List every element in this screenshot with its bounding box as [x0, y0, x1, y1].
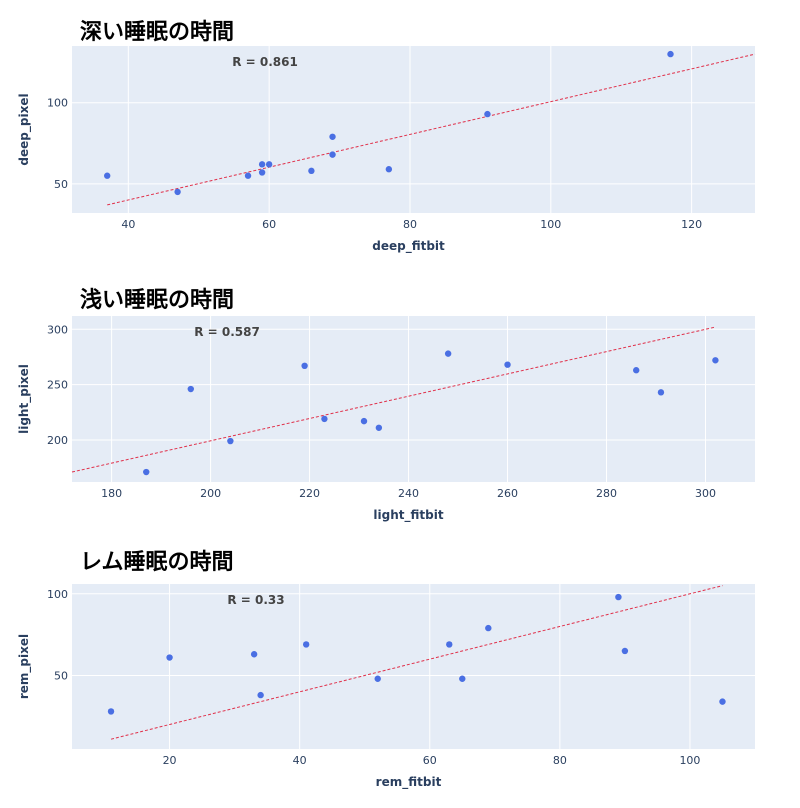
data-point: [485, 624, 492, 632]
y-axis-label: rem_pixel: [17, 634, 32, 699]
x-tick-label: 40: [121, 218, 135, 231]
plot-background: [72, 584, 755, 749]
data-point: [633, 367, 640, 374]
y-tick-label: 50: [54, 669, 68, 682]
x-tick-label: 60: [423, 754, 437, 767]
x-tick-label: 80: [553, 754, 567, 767]
chart-title: 深い睡眠の時間: [80, 20, 235, 45]
x-tick-label: 300: [695, 487, 716, 500]
data-point: [385, 166, 393, 173]
y-axis-label: light_pixel: [17, 364, 32, 434]
y-tick-label: 200: [47, 434, 68, 447]
trendline: [107, 53, 756, 206]
plot-background: [72, 46, 755, 213]
data-point: [329, 151, 336, 158]
x-tick-label: 60: [262, 218, 276, 231]
data-point: [174, 188, 181, 196]
data-point: [301, 362, 308, 369]
data-point: [712, 357, 719, 364]
x-tick-label: 120: [681, 218, 702, 231]
data-point: [504, 361, 511, 368]
data-point: [257, 691, 264, 699]
data-point: [166, 654, 173, 661]
data-point: [258, 169, 266, 176]
data-point: [657, 389, 665, 396]
data-point: [321, 415, 328, 423]
data-point: [484, 110, 491, 118]
y-tick-label: 50: [54, 178, 68, 191]
data-point: [265, 161, 273, 168]
data-point: [258, 161, 266, 168]
x-axis-label: light_fitbit: [373, 508, 443, 523]
data-point: [107, 708, 115, 715]
x-tick-label: 240: [398, 487, 419, 500]
y-tick-label: 100: [47, 97, 68, 110]
x-tick-label: 40: [293, 754, 307, 767]
x-axis-label: deep_fitbit: [372, 239, 445, 254]
correlation-annotation: R = 0.587: [194, 325, 260, 339]
data-point: [244, 172, 252, 179]
data-point: [187, 385, 194, 393]
x-tick-label: 200: [200, 487, 221, 500]
data-point: [667, 50, 674, 58]
data-point: [329, 133, 336, 140]
y-tick-label: 300: [47, 323, 68, 336]
data-point: [360, 417, 368, 425]
chart-title: 浅い睡眠の時間: [80, 288, 235, 313]
x-tick-label: 260: [497, 487, 518, 500]
data-point: [446, 641, 453, 648]
x-tick-label: 280: [596, 487, 617, 500]
data-point: [302, 641, 310, 648]
y-tick-label: 100: [47, 588, 68, 601]
x-axis-label: rem_fitbit: [376, 775, 442, 790]
data-point: [308, 167, 315, 175]
x-tick-label: 80: [403, 218, 417, 231]
data-point: [250, 651, 258, 658]
chart-panel-light: 浅い睡眠の時間: [0, 268, 800, 533]
plot-background: [72, 316, 755, 482]
data-point: [375, 424, 383, 431]
x-tick-label: 100: [679, 754, 700, 767]
data-point: [374, 675, 381, 682]
trendline: [110, 585, 723, 740]
correlation-annotation: R = 0.33: [227, 593, 284, 607]
chart-title: レム睡眠の時間: [80, 550, 234, 575]
data-point: [227, 437, 234, 445]
data-point: [444, 350, 452, 357]
data-point: [104, 172, 111, 179]
correlation-annotation: R = 0.861: [232, 55, 298, 69]
x-tick-label: 180: [101, 487, 122, 500]
chart-panel-deep: 深い睡眠の時間: [0, 0, 800, 260]
x-tick-label: 100: [540, 218, 561, 231]
data-point: [143, 468, 150, 476]
chart-panel-rem: レム睡眠の時間: [0, 534, 800, 808]
y-tick-label: 250: [47, 379, 68, 392]
x-tick-label: 220: [299, 487, 320, 500]
data-point: [621, 647, 629, 655]
data-point: [719, 698, 726, 705]
x-tick-label: 20: [163, 754, 177, 767]
data-point: [615, 593, 622, 601]
data-point: [459, 675, 466, 682]
y-axis-label: deep_pixel: [17, 93, 32, 165]
